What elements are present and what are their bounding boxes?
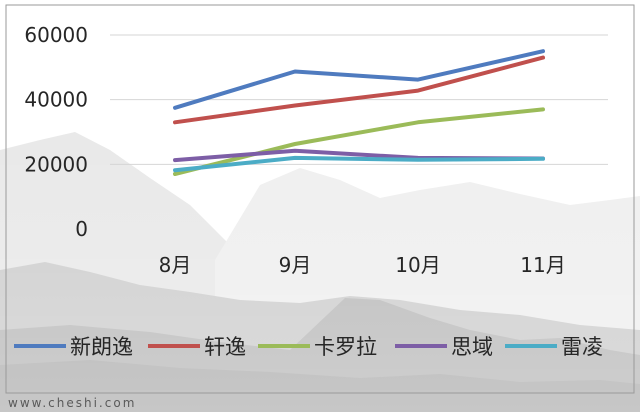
x-tick-label: 8月 — [159, 253, 192, 277]
y-tick-label: 40000 — [24, 88, 88, 112]
series-line — [173, 55, 545, 125]
legend-label: 新朗逸 — [70, 335, 133, 359]
legend: 新朗逸 轩逸 卡罗拉 思域 雷凌 — [14, 335, 603, 359]
series-lines — [173, 49, 545, 176]
series-line — [173, 49, 545, 110]
series-line — [173, 107, 545, 176]
x-tick-label: 9月 — [279, 253, 312, 277]
x-tick-label: 11月 — [520, 253, 565, 277]
chart-border — [5, 4, 635, 394]
x-axis: 8月 9月 10月 11月 — [159, 253, 566, 277]
legend-label: 思域 — [451, 335, 493, 359]
y-tick-label: 60000 — [24, 23, 88, 47]
legend-label: 卡罗拉 — [314, 335, 377, 359]
legend-label: 雷凌 — [561, 335, 603, 359]
series-line — [173, 155, 545, 173]
watermark-text: www.cheshi.com — [8, 396, 137, 410]
x-tick-label: 10月 — [395, 253, 440, 277]
y-tick-label: 0 — [75, 217, 88, 241]
y-axis: 0 20000 40000 60000 — [24, 23, 88, 241]
y-tick-label: 20000 — [24, 152, 88, 176]
legend-label: 轩逸 — [204, 335, 246, 359]
